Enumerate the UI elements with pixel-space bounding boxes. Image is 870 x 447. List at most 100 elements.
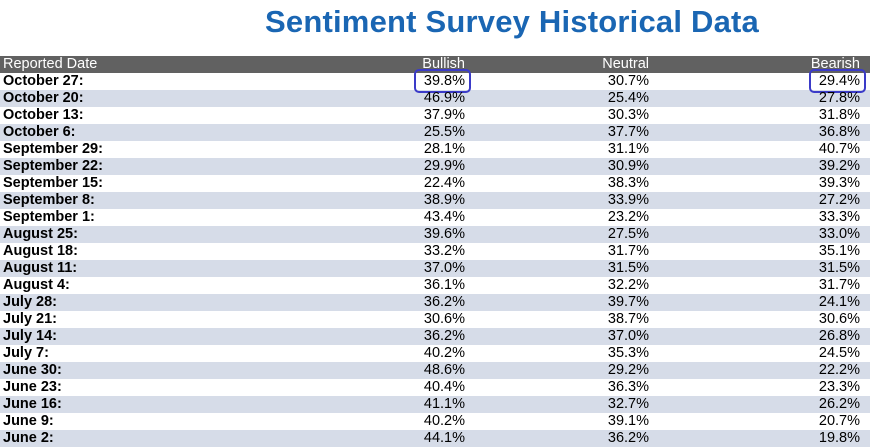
- bullish-value: 22.4%: [423, 175, 465, 191]
- date-value: October 27:: [3, 73, 84, 89]
- bearish-value: 24.1%: [818, 294, 860, 310]
- table-row: July 7: 40.2% 35.3% 24.5%: [0, 345, 870, 362]
- bearish-value: 19.8%: [818, 430, 860, 446]
- neutral-value: 31.1%: [607, 141, 649, 157]
- bullish-cell: 33.2%: [300, 243, 468, 260]
- bullish-cell: 36.2%: [300, 328, 468, 345]
- table-row: September 29: 28.1% 31.1% 40.7%: [0, 141, 870, 158]
- table-row: August 18: 33.2% 31.7% 35.1%: [0, 243, 870, 260]
- date-cell: October 6:: [0, 124, 300, 141]
- bearish-value: 39.3%: [818, 175, 860, 191]
- bullish-cell: 37.0%: [300, 260, 468, 277]
- bullish-cell: 28.1%: [300, 141, 468, 158]
- highlighted-value: 29.4%: [808, 69, 867, 93]
- neutral-value: 37.7%: [607, 124, 649, 140]
- neutral-cell: 36.3%: [468, 379, 660, 396]
- bearish-cell: 36.8%: [660, 124, 870, 141]
- date-cell: October 20:: [0, 90, 300, 107]
- bullish-value: 25.5%: [423, 124, 465, 140]
- table-row: October 20: 46.9% 25.4% 27.8%: [0, 90, 870, 107]
- bearish-cell: 31.7%: [660, 277, 870, 294]
- neutral-value: 36.2%: [607, 430, 649, 446]
- bullish-value: 38.9%: [423, 192, 465, 208]
- bearish-cell: 24.1%: [660, 294, 870, 311]
- date-value: August 18:: [3, 243, 78, 259]
- neutral-cell: 30.9%: [468, 158, 660, 175]
- bearish-cell: 30.6%: [660, 311, 870, 328]
- bullish-value: 36.2%: [423, 328, 465, 344]
- table-body: October 27: 39.8% 30.7% 29.4% October 20: 46.…: [0, 69, 870, 447]
- bullish-cell: 39.6%: [300, 226, 468, 243]
- neutral-value: 39.7%: [607, 294, 649, 310]
- bearish-cell: 33.0%: [660, 226, 870, 243]
- date-cell: June 16:: [0, 396, 300, 413]
- neutral-cell: 37.7%: [468, 124, 660, 141]
- table-row: August 11: 37.0% 31.5% 31.5%: [0, 260, 870, 277]
- date-value: October 20:: [3, 90, 84, 106]
- bearish-cell: 35.1%: [660, 243, 870, 260]
- neutral-value: 27.5%: [607, 226, 649, 242]
- bullish-cell: 25.5%: [300, 124, 468, 141]
- date-cell: July 14:: [0, 328, 300, 345]
- bullish-cell: 38.9%: [300, 192, 468, 209]
- bullish-cell: 36.1%: [300, 277, 468, 294]
- date-value: September 15:: [3, 175, 103, 191]
- bullish-value: 48.6%: [423, 362, 465, 378]
- neutral-value: 30.9%: [607, 158, 649, 174]
- highlighted-value: 39.8%: [413, 69, 472, 93]
- table-row: July 21: 30.6% 38.7% 30.6%: [0, 311, 870, 328]
- date-value: July 14:: [3, 328, 57, 344]
- neutral-value: 38.3%: [607, 175, 649, 191]
- date-cell: September 8:: [0, 192, 300, 209]
- bearish-cell: 39.3%: [660, 175, 870, 192]
- neutral-cell: 31.1%: [468, 141, 660, 158]
- bullish-cell: 37.9%: [300, 107, 468, 124]
- column-header-bullish: Bullish: [422, 56, 465, 72]
- bullish-cell: 22.4%: [300, 175, 468, 192]
- neutral-cell: 36.2%: [468, 430, 660, 447]
- date-value: July 21:: [3, 311, 57, 327]
- table-row: September 15: 22.4% 38.3% 39.3%: [0, 175, 870, 192]
- neutral-cell: 27.5%: [468, 226, 660, 243]
- date-value: September 8:: [3, 192, 95, 208]
- neutral-value: 36.3%: [607, 379, 649, 395]
- neutral-cell: 31.7%: [468, 243, 660, 260]
- sentiment-data-table: Reported Date Bullish Neutral Bearish Oc…: [0, 56, 870, 447]
- neutral-value: 35.3%: [607, 345, 649, 361]
- bearish-value: 39.2%: [818, 158, 860, 174]
- bearish-value: 23.3%: [818, 379, 860, 395]
- bearish-value: 35.1%: [818, 243, 860, 259]
- table-row: June 30: 48.6% 29.2% 22.2%: [0, 362, 870, 379]
- date-cell: October 13:: [0, 107, 300, 124]
- bearish-value: 31.8%: [818, 107, 860, 123]
- table-row: June 9: 40.2% 39.1% 20.7%: [0, 413, 870, 430]
- bearish-value: 22.2%: [818, 362, 860, 378]
- bullish-value: 40.4%: [423, 379, 465, 395]
- bearish-cell: 26.8%: [660, 328, 870, 345]
- column-header-neutral: Neutral: [602, 56, 649, 72]
- neutral-value: 33.9%: [607, 192, 649, 208]
- neutral-value: 30.7%: [607, 73, 649, 89]
- neutral-cell: 32.2%: [468, 277, 660, 294]
- neutral-cell: 35.3%: [468, 345, 660, 362]
- bullish-cell: 46.9%: [300, 90, 468, 107]
- bearish-value: 30.6%: [818, 311, 860, 327]
- date-value: July 7:: [3, 345, 49, 361]
- date-value: June 2:: [3, 430, 54, 446]
- table-row: July 28: 36.2% 39.7% 24.1%: [0, 294, 870, 311]
- neutral-cell: 32.7%: [468, 396, 660, 413]
- neutral-value: 25.4%: [607, 90, 649, 106]
- column-header-reported-date: Reported Date: [3, 56, 98, 72]
- bearish-cell: 29.4%: [660, 69, 870, 93]
- neutral-value: 31.5%: [607, 260, 649, 276]
- table-row: June 2: 44.1% 36.2% 19.8%: [0, 430, 870, 447]
- neutral-cell: 30.7%: [468, 73, 660, 90]
- neutral-value: 32.2%: [607, 277, 649, 293]
- date-cell: October 27:: [0, 73, 300, 90]
- bullish-value: 28.1%: [423, 141, 465, 157]
- bearish-cell: 19.8%: [660, 430, 870, 447]
- table-row: October 6: 25.5% 37.7% 36.8%: [0, 124, 870, 141]
- bullish-value: 37.0%: [423, 260, 465, 276]
- bullish-cell: 30.6%: [300, 311, 468, 328]
- bearish-value: 33.0%: [818, 226, 860, 242]
